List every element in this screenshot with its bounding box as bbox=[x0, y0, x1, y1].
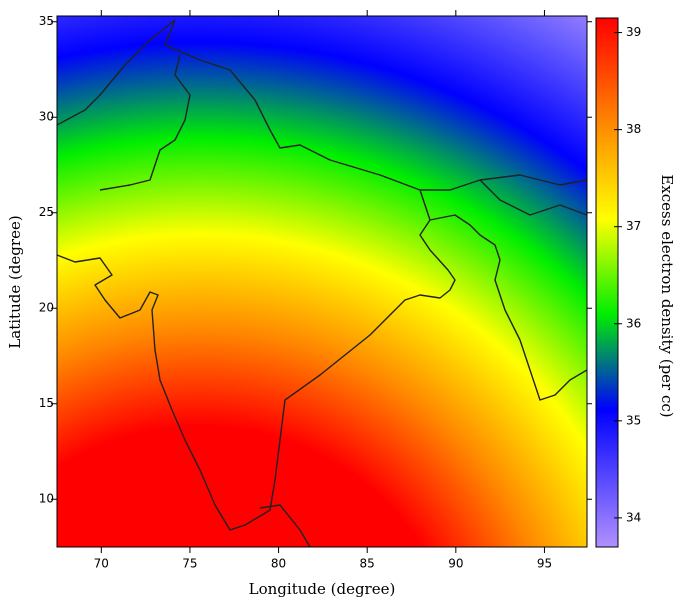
y-tick-label: 20 bbox=[39, 301, 54, 315]
heatmap bbox=[57, 16, 587, 547]
x-axis-title: Longitude (degree) bbox=[249, 580, 396, 598]
border bbox=[57, 19, 587, 547]
x-tick-label: 95 bbox=[537, 557, 552, 571]
colorbar-tick-label: 39 bbox=[626, 25, 641, 39]
y-tick-label: 15 bbox=[39, 396, 54, 410]
colorbar-tick-label: 35 bbox=[626, 413, 641, 427]
x-tick-label: 90 bbox=[448, 557, 463, 571]
colorbar-tick-label: 37 bbox=[626, 219, 641, 233]
colorbar-tick-label: 34 bbox=[626, 510, 641, 524]
y-tick-label: 10 bbox=[39, 492, 54, 506]
coastline bbox=[57, 214, 587, 531]
colorbar-tick-label: 36 bbox=[626, 316, 641, 330]
plot-frame bbox=[56, 15, 588, 548]
y-tick-label: 25 bbox=[39, 205, 54, 219]
x-tick-label: 80 bbox=[271, 557, 286, 571]
colorbar bbox=[595, 17, 619, 548]
y-tick-label: 35 bbox=[39, 14, 54, 28]
y-axis-title: Latitude (degree) bbox=[6, 215, 24, 348]
y-tick-label: 30 bbox=[39, 110, 54, 124]
colorbar-tick-label: 38 bbox=[626, 122, 641, 136]
x-tick-label: 75 bbox=[182, 557, 197, 571]
x-tick-label: 85 bbox=[360, 557, 375, 571]
colorbar-title: Excess electron density (per cc) bbox=[658, 174, 676, 417]
x-tick-label: 70 bbox=[94, 557, 109, 571]
map bbox=[57, 16, 587, 547]
